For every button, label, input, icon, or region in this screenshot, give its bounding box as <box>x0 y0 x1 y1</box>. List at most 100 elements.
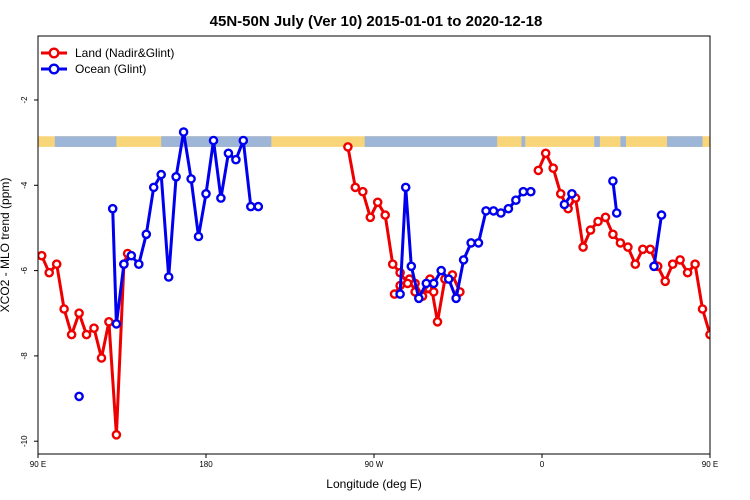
series-0-point-1 <box>44 267 55 278</box>
series-0 <box>38 142 750 440</box>
series-0-point-24 <box>387 259 398 270</box>
series-0-point-26 <box>402 278 413 289</box>
land-ocean-strip <box>38 136 710 147</box>
series-0-point-30 <box>432 316 443 327</box>
series-1-point-12 <box>186 174 196 184</box>
series-0-point-62 <box>744 318 750 325</box>
strip-ocean-segment-4 <box>594 136 600 147</box>
series-1-point-21 <box>253 201 264 212</box>
series-1-point-38 <box>511 195 521 205</box>
series-1-point-25 <box>413 293 424 304</box>
series-0-point-2 <box>51 259 62 270</box>
series-1-point-45 <box>649 261 659 272</box>
series-1-point-24 <box>406 261 417 272</box>
series-1-line-2 <box>398 185 531 300</box>
series-0-point-47 <box>630 259 641 270</box>
series-1-point-32 <box>466 238 476 248</box>
series-1-point-37 <box>503 203 514 214</box>
x-tick-label-2: 90 W <box>365 460 384 469</box>
series-0-point-48 <box>638 244 648 255</box>
y-tick-label-0: -2 <box>20 96 29 104</box>
series-0-point-19 <box>350 182 361 193</box>
series-1-point-44 <box>611 208 622 218</box>
series-0-point-4 <box>66 329 77 340</box>
legend: Land (Nadir&Glint) Ocean (Glint) <box>41 46 174 76</box>
series-1-point-30 <box>451 293 461 304</box>
series-1-point-26 <box>421 278 432 289</box>
series-0-point-5 <box>74 308 84 319</box>
series-1-point-11 <box>178 127 189 137</box>
x-axis-label: Longitude (deg E) <box>326 477 421 491</box>
series-1-point-36 <box>496 208 506 218</box>
strip-ocean-segment-0 <box>54 136 117 147</box>
series-1-point-43 <box>608 176 618 186</box>
series-0-point-61 <box>736 354 743 361</box>
series-layer <box>38 127 750 440</box>
legend-land-label: Land (Nadir&Glint) <box>75 46 174 60</box>
series-1-line-5 <box>652 214 663 267</box>
series-1-point-28 <box>436 265 447 276</box>
y-tick-label-1: -4 <box>20 181 29 189</box>
series-1-point-7 <box>148 182 159 193</box>
series-0-point-44 <box>608 229 618 240</box>
series-1-point-23 <box>400 182 411 193</box>
series-1-point-31 <box>458 255 469 265</box>
series-0-point-53 <box>675 255 685 265</box>
series-0-point-34 <box>533 165 544 176</box>
series-0-point-54 <box>682 267 693 278</box>
series-1-point-27 <box>428 278 439 289</box>
series-0-point-57 <box>705 329 710 340</box>
y-axis-label: XCO2 - MLO trend (ppm) <box>0 178 12 313</box>
series-0-point-18 <box>343 142 353 152</box>
series-1-line-4 <box>611 180 619 214</box>
series-1-point-39 <box>518 186 529 197</box>
series-0-point-46 <box>623 242 633 252</box>
series-0-point-36 <box>548 163 559 173</box>
series-0-point-23 <box>380 210 391 220</box>
y-tick-label-2: -6 <box>20 266 29 274</box>
series-0-point-40 <box>578 242 588 252</box>
series-1-point-13 <box>193 231 204 242</box>
series-0-point-6 <box>81 329 92 340</box>
series-1-point-10 <box>171 171 181 182</box>
strip-ocean-segment-3 <box>521 136 526 147</box>
series-0-point-20 <box>357 186 368 197</box>
series-0-point-43 <box>600 212 611 223</box>
plot-frame <box>37 35 711 455</box>
series-1-point-22 <box>395 289 405 299</box>
y-tick-label-4: -10 <box>20 435 29 447</box>
series-1-point-8 <box>156 169 166 180</box>
series-0-point-45 <box>615 238 626 248</box>
x-axis: 90 E 180 90 W 0 90 E <box>30 454 718 469</box>
series-0-line-2 <box>346 146 462 324</box>
legend-ocean-swatch-marker <box>48 63 60 75</box>
series-1-point-18 <box>231 154 241 165</box>
series-0-point-58 <box>714 310 721 317</box>
series-1-point-46 <box>656 210 667 220</box>
series-0-point-35 <box>540 148 551 159</box>
strip-ocean-segment-5 <box>620 136 626 147</box>
series-1-point-41 <box>559 199 570 210</box>
series-1-point-0 <box>74 391 84 402</box>
y-axis: -2 -4 -6 -8 -10 <box>20 96 38 447</box>
series-0-point-52 <box>667 259 678 270</box>
series-0-point-10 <box>111 429 122 440</box>
series-0-point-7 <box>89 323 99 334</box>
series-1-point-34 <box>481 206 491 216</box>
x-tick-label-4: 90 E <box>702 460 718 469</box>
series-0-point-42 <box>593 216 603 227</box>
series-1-point-1 <box>107 203 118 214</box>
x-tick-label-0: 90 E <box>30 460 46 469</box>
series-0-point-60 <box>729 325 736 332</box>
series-1-point-16 <box>216 193 226 203</box>
series-1-point-9 <box>163 272 174 282</box>
series-0-point-51 <box>660 276 671 287</box>
series-1-point-3 <box>119 259 129 270</box>
series-0-point-55 <box>690 259 700 270</box>
series-0-point-0 <box>38 250 47 261</box>
legend-land-swatch-marker <box>48 47 60 59</box>
series-1-point-42 <box>567 188 577 199</box>
series-1-point-19 <box>238 135 249 146</box>
x-tick-label-3: 0 <box>540 460 545 469</box>
